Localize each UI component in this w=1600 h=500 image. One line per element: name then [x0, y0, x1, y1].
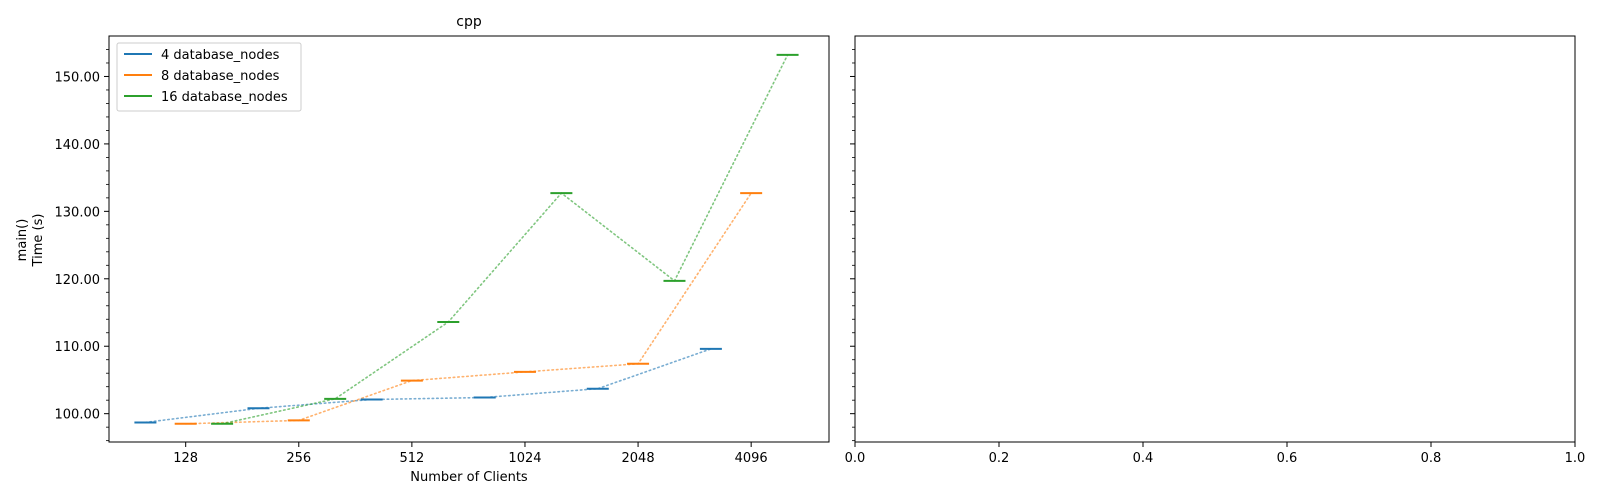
- legend-label: 4 database_nodes: [161, 48, 280, 63]
- series-markers: [134, 53, 799, 425]
- x-tick-label: 256: [286, 451, 311, 466]
- y-tick-label: 120.00: [55, 273, 101, 288]
- series-line-2: [221, 54, 789, 425]
- x-tick-label: 1.0: [1565, 451, 1586, 466]
- y-tick-label: 150.00: [55, 70, 101, 85]
- legend-box: [116, 42, 302, 112]
- x-axis-ticks-right: 0.0 0.2 0.4 0.6 0.8 1.0: [845, 442, 1586, 466]
- x-tick-label: 1024: [508, 451, 541, 466]
- y-axis-label-line-1: main(): [15, 219, 30, 262]
- y-tick-label: 140.00: [55, 138, 101, 153]
- series-line-0: [144, 348, 712, 424]
- y-axis-label-line-2: Time (s): [31, 214, 46, 268]
- chart-title: cpp: [456, 14, 482, 30]
- legend-label: 8 database_nodes: [161, 69, 280, 84]
- x-tick-label: 512: [399, 451, 424, 466]
- x-axis-label: Number of Clients: [410, 470, 528, 485]
- legend: 4 database_nodes 8 database_nodes 16 datab…: [116, 42, 302, 112]
- series-lines: [144, 54, 789, 425]
- legend-label: 16 database_nodes: [161, 90, 288, 105]
- x-tick-label: 0.4: [1133, 451, 1154, 466]
- y-tick-label: 130.00: [55, 205, 101, 220]
- x-tick-label: 128: [173, 451, 198, 466]
- series-line-1: [184, 192, 753, 425]
- x-tick-label: 0.2: [989, 451, 1010, 466]
- right-chart-panel: 0.0 0.2 0.4 0.6 0.8 1.0: [845, 35, 1586, 466]
- left-axes-frame: [108, 35, 830, 443]
- right-axes-frame: [854, 35, 1576, 443]
- y-axis-label: main() Time (s): [15, 214, 46, 268]
- x-tick-label: 0.6: [1277, 451, 1298, 466]
- x-tick-label: 4096: [735, 451, 768, 466]
- x-axis-ticks: 128 256 512 1024 2048 4096: [173, 442, 768, 466]
- x-tick-label: 0.8: [1421, 451, 1442, 466]
- y-tick-label: 110.00: [55, 340, 101, 355]
- y-tick-label: 100.00: [55, 408, 101, 423]
- x-tick-label: 2048: [622, 451, 655, 466]
- y-axis-ticks: 100.00 110.00 120.00 130.00 140.00 150.00: [55, 49, 109, 442]
- left-chart-panel: cpp 100.00 110.00 120.00 130.00 140.00 150.00…: [15, 14, 830, 485]
- x-tick-label: 0.0: [845, 451, 866, 466]
